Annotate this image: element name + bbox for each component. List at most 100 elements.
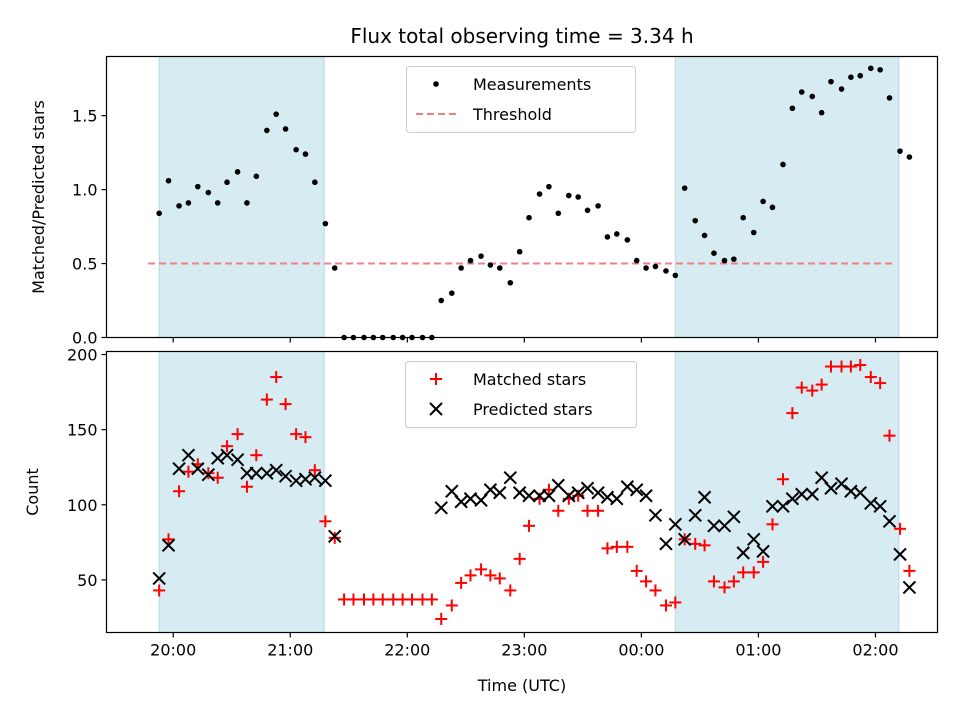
- predicted-star-point: [853, 486, 867, 500]
- matched-star-point: [698, 539, 711, 552]
- predicted-star-point: [551, 478, 565, 492]
- top-y-tick-label: 0.5: [72, 255, 97, 274]
- matched-star-point: [308, 464, 321, 477]
- measurement-point: [555, 210, 562, 217]
- predicted-star-point: [805, 487, 819, 501]
- measurement-point: [740, 214, 747, 221]
- measurement-point: [692, 217, 699, 224]
- matched-star-point: [484, 569, 497, 582]
- measurement-point: [760, 198, 766, 205]
- predicted-star-point: [659, 537, 673, 551]
- predicted-star-point: [824, 481, 838, 495]
- measurement-point: [789, 105, 796, 112]
- matched-star-point: [299, 431, 312, 444]
- predicted-star-point: [512, 486, 527, 500]
- predicted-star-point: [493, 486, 507, 500]
- matched-star-point: [630, 564, 643, 577]
- matched-star-point: [610, 540, 623, 553]
- predicted-star-point: [181, 448, 196, 462]
- matched-star-point: [727, 575, 740, 588]
- matched-star-point: [707, 575, 720, 588]
- measurement-point: [156, 210, 162, 217]
- matched-star-point: [435, 612, 448, 625]
- x-tick-label: 01:00: [735, 641, 781, 660]
- top-y-axis-label: Matched/Predicted stars: [29, 100, 48, 294]
- legend-matched-marker: [430, 373, 442, 385]
- predicted-star-point: [210, 451, 225, 465]
- predicted-star-point: [736, 546, 750, 560]
- matched-star-point: [260, 393, 273, 406]
- matched-star-point: [883, 429, 896, 442]
- measurement-point: [906, 154, 913, 160]
- measurement-point: [224, 179, 230, 186]
- predicted-star-point: [727, 510, 741, 524]
- measurement-point: [595, 203, 601, 209]
- top-y-tick-label: 1.5: [72, 107, 97, 126]
- predicted-star-point: [591, 486, 605, 500]
- measurement-point: [809, 93, 816, 100]
- measurement-point: [507, 279, 514, 286]
- predicted-star-point: [328, 529, 342, 544]
- predicted-star-point: [697, 490, 712, 504]
- predicted-star-point: [785, 492, 800, 506]
- predicted-star-point: [834, 477, 849, 491]
- top-shaded-region: [674, 56, 900, 338]
- matched-star-point: [592, 504, 605, 517]
- count-points: [152, 359, 917, 625]
- measurement-point: [282, 126, 289, 132]
- matched-star-point: [649, 584, 662, 597]
- predicted-star-point: [172, 462, 186, 476]
- measurement-point: [312, 179, 318, 186]
- predicted-star-point: [707, 519, 721, 533]
- predicted-star-point: [795, 487, 809, 501]
- matched-star-point: [523, 519, 536, 532]
- measurement-point: [575, 194, 581, 200]
- predicted-star-point: [610, 492, 624, 506]
- matched-star-point: [552, 504, 565, 517]
- measurement-point: [643, 265, 649, 271]
- bottom-shaded-region: [158, 351, 325, 633]
- predicted-star-point: [571, 486, 585, 500]
- matched-star-point: [689, 537, 702, 550]
- matched-star-point: [290, 428, 303, 441]
- measurement-point: [526, 214, 532, 221]
- measurement-point: [322, 220, 329, 227]
- measurement-point: [750, 229, 757, 236]
- measurement-point: [487, 262, 494, 268]
- measurement-point: [185, 200, 192, 206]
- matched-star-point: [153, 584, 166, 597]
- matched-star-point: [250, 449, 263, 462]
- matched-star-point: [669, 596, 682, 609]
- predicted-star-point: [677, 532, 692, 547]
- top-x-axis-ticks: [172, 337, 877, 343]
- predicted-star-point: [220, 448, 234, 462]
- measurement-point: [176, 203, 182, 209]
- bottom-y-tick-label: 50: [77, 571, 97, 590]
- predicted-star-point: [318, 474, 333, 488]
- bottom-y-tick-label: 200: [67, 346, 98, 365]
- top-y-tick-label: 1.0: [72, 181, 97, 200]
- measurement-point: [886, 95, 893, 101]
- measurement-point: [448, 290, 455, 296]
- measurement-point: [867, 65, 874, 72]
- matched-star-point: [504, 584, 517, 597]
- matched-star-point: [202, 467, 215, 480]
- predicted-star-point: [864, 496, 878, 510]
- measurement-point: [478, 253, 484, 259]
- top-shaded-regions: [158, 56, 900, 338]
- predicted-star-point: [278, 469, 293, 483]
- measurement-point: [663, 268, 669, 274]
- predicted-star-point: [688, 508, 702, 522]
- measurement-point: [652, 263, 659, 270]
- measurement-point: [614, 231, 620, 237]
- measurement-point: [165, 177, 172, 184]
- measurement-point: [234, 169, 241, 175]
- measurement-point: [264, 127, 270, 134]
- matched-star-point: [894, 522, 907, 535]
- measurement-point: [194, 183, 201, 190]
- predicted-star-point: [639, 489, 653, 503]
- measurement-point: [877, 67, 883, 73]
- measurement-point: [798, 89, 805, 95]
- measurement-point: [818, 109, 825, 116]
- measurement-point: [516, 248, 523, 255]
